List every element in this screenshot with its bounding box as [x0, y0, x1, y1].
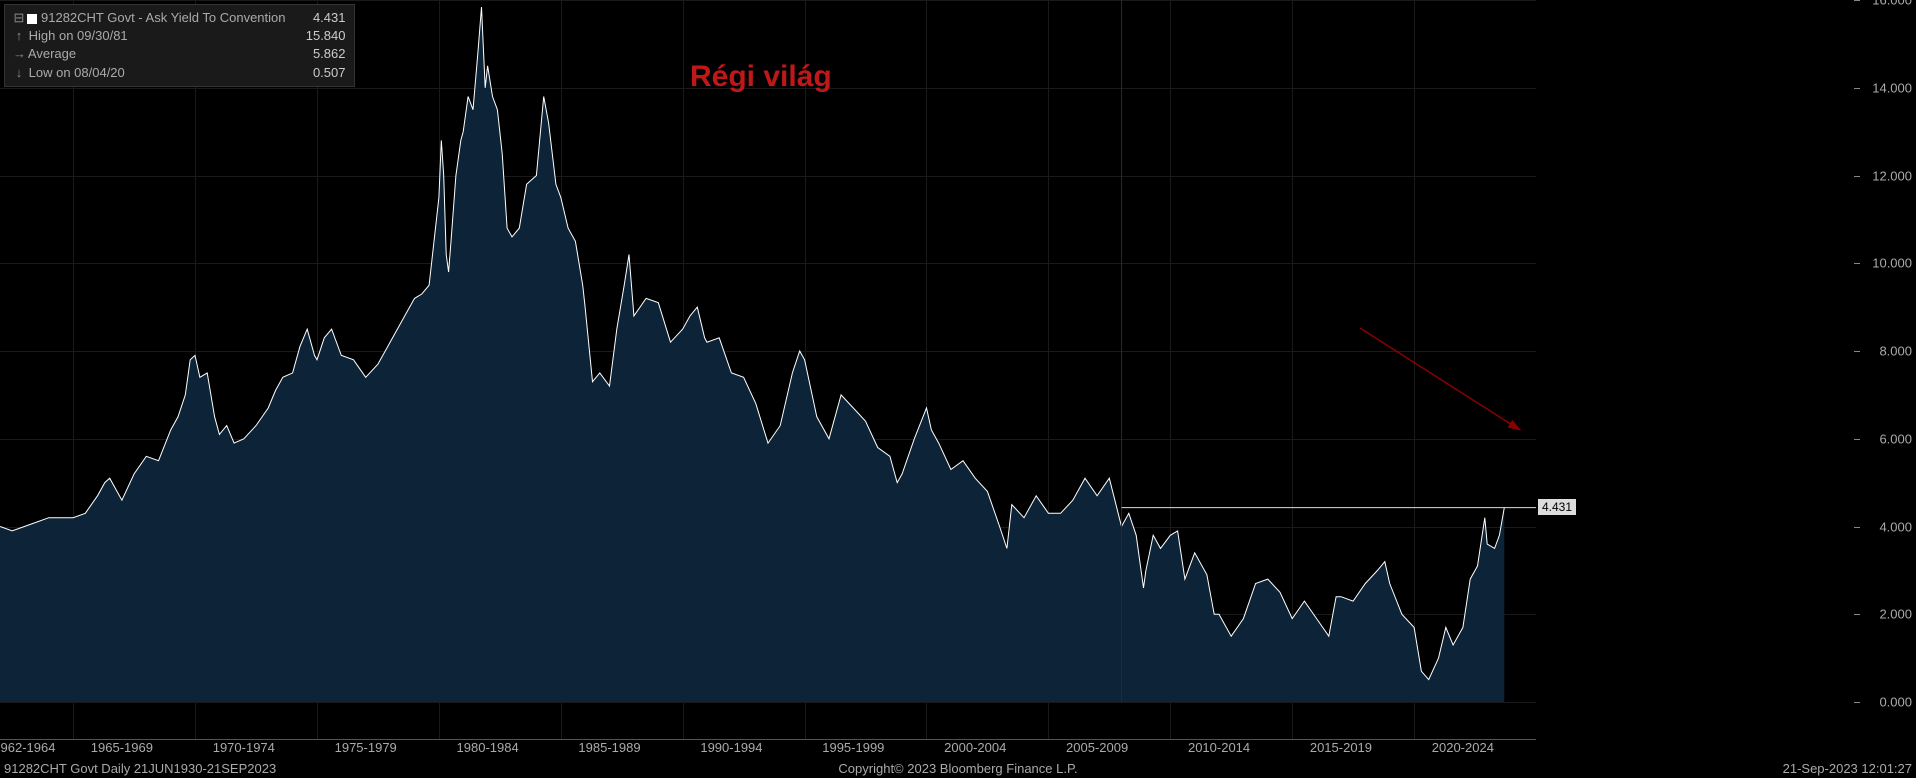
x-tick-label: 1975-1979: [335, 740, 397, 755]
x-tick-label: 1965-1969: [91, 740, 153, 755]
y-tick-mark: [1854, 614, 1860, 615]
legend-avg-label: Average: [28, 46, 76, 61]
legend-high-value: 15.840: [300, 27, 346, 45]
y-tick-mark: [1854, 527, 1860, 528]
legend-avg-value: 5.862: [300, 45, 346, 63]
x-tick-label: 1962-1964: [0, 740, 55, 755]
y-tick-mark: [1854, 702, 1860, 703]
x-tick-label: 2010-2014: [1188, 740, 1250, 755]
y-tick-label: 6.000: [1879, 431, 1912, 446]
footer-right: 21-Sep-2023 12:01:27: [1783, 761, 1912, 776]
y-axis: [1856, 0, 1916, 740]
annotation-text: Régi világ: [690, 60, 832, 94]
chart-plot-area: [0, 0, 1536, 740]
x-tick-label: 1970-1974: [213, 740, 275, 755]
x-tick-label: 2005-2009: [1066, 740, 1128, 755]
x-tick-label: 2000-2004: [944, 740, 1006, 755]
current-value-label: 4.431: [1538, 499, 1576, 515]
x-tick-label: 1990-1994: [700, 740, 762, 755]
y-tick-mark: [1854, 439, 1860, 440]
y-tick-mark: [1854, 0, 1860, 1]
legend-high-label: High on 09/30/81: [29, 28, 128, 43]
legend-series-value: 4.431: [300, 9, 346, 27]
chart-area-fill: [0, 7, 1504, 702]
y-tick-label: 8.000: [1879, 344, 1912, 359]
y-tick-label: 16.000: [1872, 0, 1912, 8]
x-tick-label: 2020-2024: [1432, 740, 1494, 755]
y-tick-mark: [1854, 351, 1860, 352]
y-tick-label: 0.000: [1879, 695, 1912, 710]
x-tick-label: 1995-1999: [822, 740, 884, 755]
legend-low-label: Low on 08/04/20: [29, 65, 125, 80]
y-tick-label: 2.000: [1879, 607, 1912, 622]
chart-svg: [0, 0, 1536, 740]
y-tick-mark: [1854, 176, 1860, 177]
y-tick-label: 14.000: [1872, 80, 1912, 95]
legend-low-value: 0.507: [300, 64, 346, 82]
y-tick-label: 10.000: [1872, 256, 1912, 271]
y-tick-label: 4.000: [1879, 519, 1912, 534]
legend-series-label: 91282CHT Govt - Ask Yield To Convention: [41, 10, 286, 25]
legend-color-swatch: [27, 14, 37, 24]
y-tick-mark: [1854, 263, 1860, 264]
x-tick-label: 1980-1984: [457, 740, 519, 755]
x-tick-label: 2015-2019: [1310, 740, 1372, 755]
legend-box: ⊟91282CHT Govt - Ask Yield To Convention…: [4, 4, 355, 87]
y-tick-mark: [1854, 88, 1860, 89]
x-tick-label: 1985-1989: [578, 740, 640, 755]
footer-left: 91282CHT Govt Daily 21JUN1930-21SEP2023: [4, 761, 276, 776]
x-axis: 1962-1964 1965-1969 1970-1974 1975-1979 1980…: [0, 738, 1536, 758]
footer-center: Copyright© 2023 Bloomberg Finance L.P.: [838, 761, 1077, 776]
y-tick-label: 12.000: [1872, 168, 1912, 183]
